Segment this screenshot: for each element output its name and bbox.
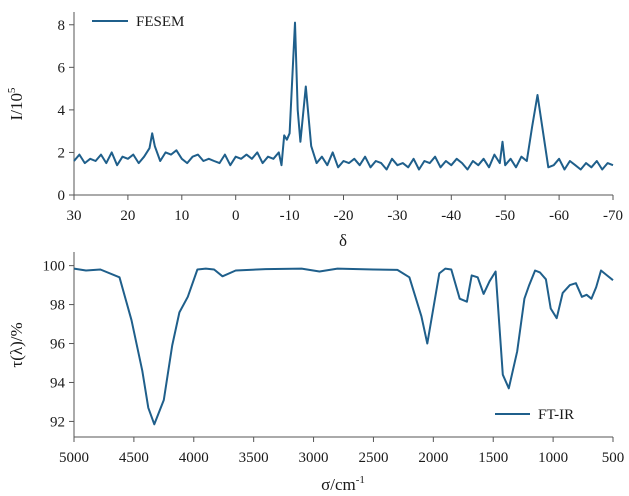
fesem-series-line (73, 21, 614, 171)
fesem-x-tick-label: 0 (232, 208, 240, 224)
ftir-y-ticks: 92 94 96 98 100 (43, 259, 74, 430)
ftir-y-tick-label: 98 (50, 298, 65, 314)
ftir-series-line (73, 267, 614, 426)
ftir-x-axis-label-base: σ/cm (321, 475, 356, 494)
fesem-x-tick-label: -10 (280, 208, 300, 224)
ftir-x-tick-label: 1000 (538, 450, 568, 466)
ftir-x-tick-label: 1500 (478, 450, 508, 466)
fesem-y-tick-label: 6 (58, 60, 66, 76)
ftir-x-axis-label-exp: -1 (356, 474, 365, 486)
fesem-y-tick-label: 8 (58, 18, 66, 34)
fesem-y-axis-label-base: I/10 (7, 93, 26, 120)
ftir-x-tick-label: 2500 (358, 450, 388, 466)
ftir-legend-label: FT-IR (538, 407, 574, 423)
fesem-x-tick-label: -70 (603, 208, 623, 224)
fesem-x-tick-label: 20 (120, 208, 135, 224)
fesem-x-tick-label: 10 (174, 208, 189, 224)
fesem-x-ticks: 30 20 10 0 -10 -20 -30 -40 -50 -60 -70 (67, 195, 623, 224)
fesem-x-tick-label: -20 (334, 208, 354, 224)
fesem-legend: FESEM (92, 14, 184, 30)
fesem-x-tick-label: -40 (441, 208, 461, 224)
ftir-x-ticks: 5000 4500 4000 3500 3000 2500 2000 1500 1000 500 (59, 437, 624, 466)
ftir-y-tick-label: 92 (50, 414, 65, 430)
fesem-y-tick-label: 0 (58, 188, 66, 204)
ftir-x-tick-label: 500 (602, 450, 625, 466)
ftir-y-tick-label: 94 (50, 375, 66, 391)
fesem-y-tick-label: 2 (58, 145, 66, 161)
fesem-y-axis-label-exp: 5 (6, 87, 18, 93)
fesem-x-tick-label: -50 (495, 208, 515, 224)
ftir-legend: FT-IR (495, 407, 574, 423)
fesem-y-tick-label: 4 (58, 103, 66, 119)
ftir-y-tick-label: 96 (50, 337, 66, 353)
fesem-legend-label: FESEM (136, 14, 184, 30)
ftir-x-axis-label: σ/cm-1 (321, 474, 365, 494)
ftir-x-tick-label: 3000 (299, 450, 329, 466)
ftir-y-axis-label: τ(λ)/% (7, 322, 26, 367)
ftir-x-tick-label: 3500 (239, 450, 269, 466)
ftir-x-tick-label: 4500 (119, 450, 149, 466)
fesem-y-axis-label: I/105 (6, 87, 26, 120)
ftir-y-tick-label: 100 (43, 259, 66, 275)
ftir-x-tick-label: 5000 (59, 450, 89, 466)
fesem-x-axis-label: δ (339, 231, 347, 250)
fesem-x-tick-label: -30 (387, 208, 407, 224)
fesem-panel: 30 20 10 0 -10 -20 -30 -40 -50 -60 -70 0 2 4 6 8 FESEM… (6, 12, 623, 250)
fesem-x-tick-label: 30 (67, 208, 82, 224)
ftir-x-tick-label: 4000 (179, 450, 209, 466)
fesem-y-ticks: 0 2 4 6 8 (58, 18, 74, 204)
ftir-x-tick-label: 2000 (418, 450, 448, 466)
fesem-x-tick-label: -60 (549, 208, 569, 224)
ftir-panel: 5000 4500 4000 3500 3000 2500 2000 1500 1000 500 … (7, 252, 624, 494)
